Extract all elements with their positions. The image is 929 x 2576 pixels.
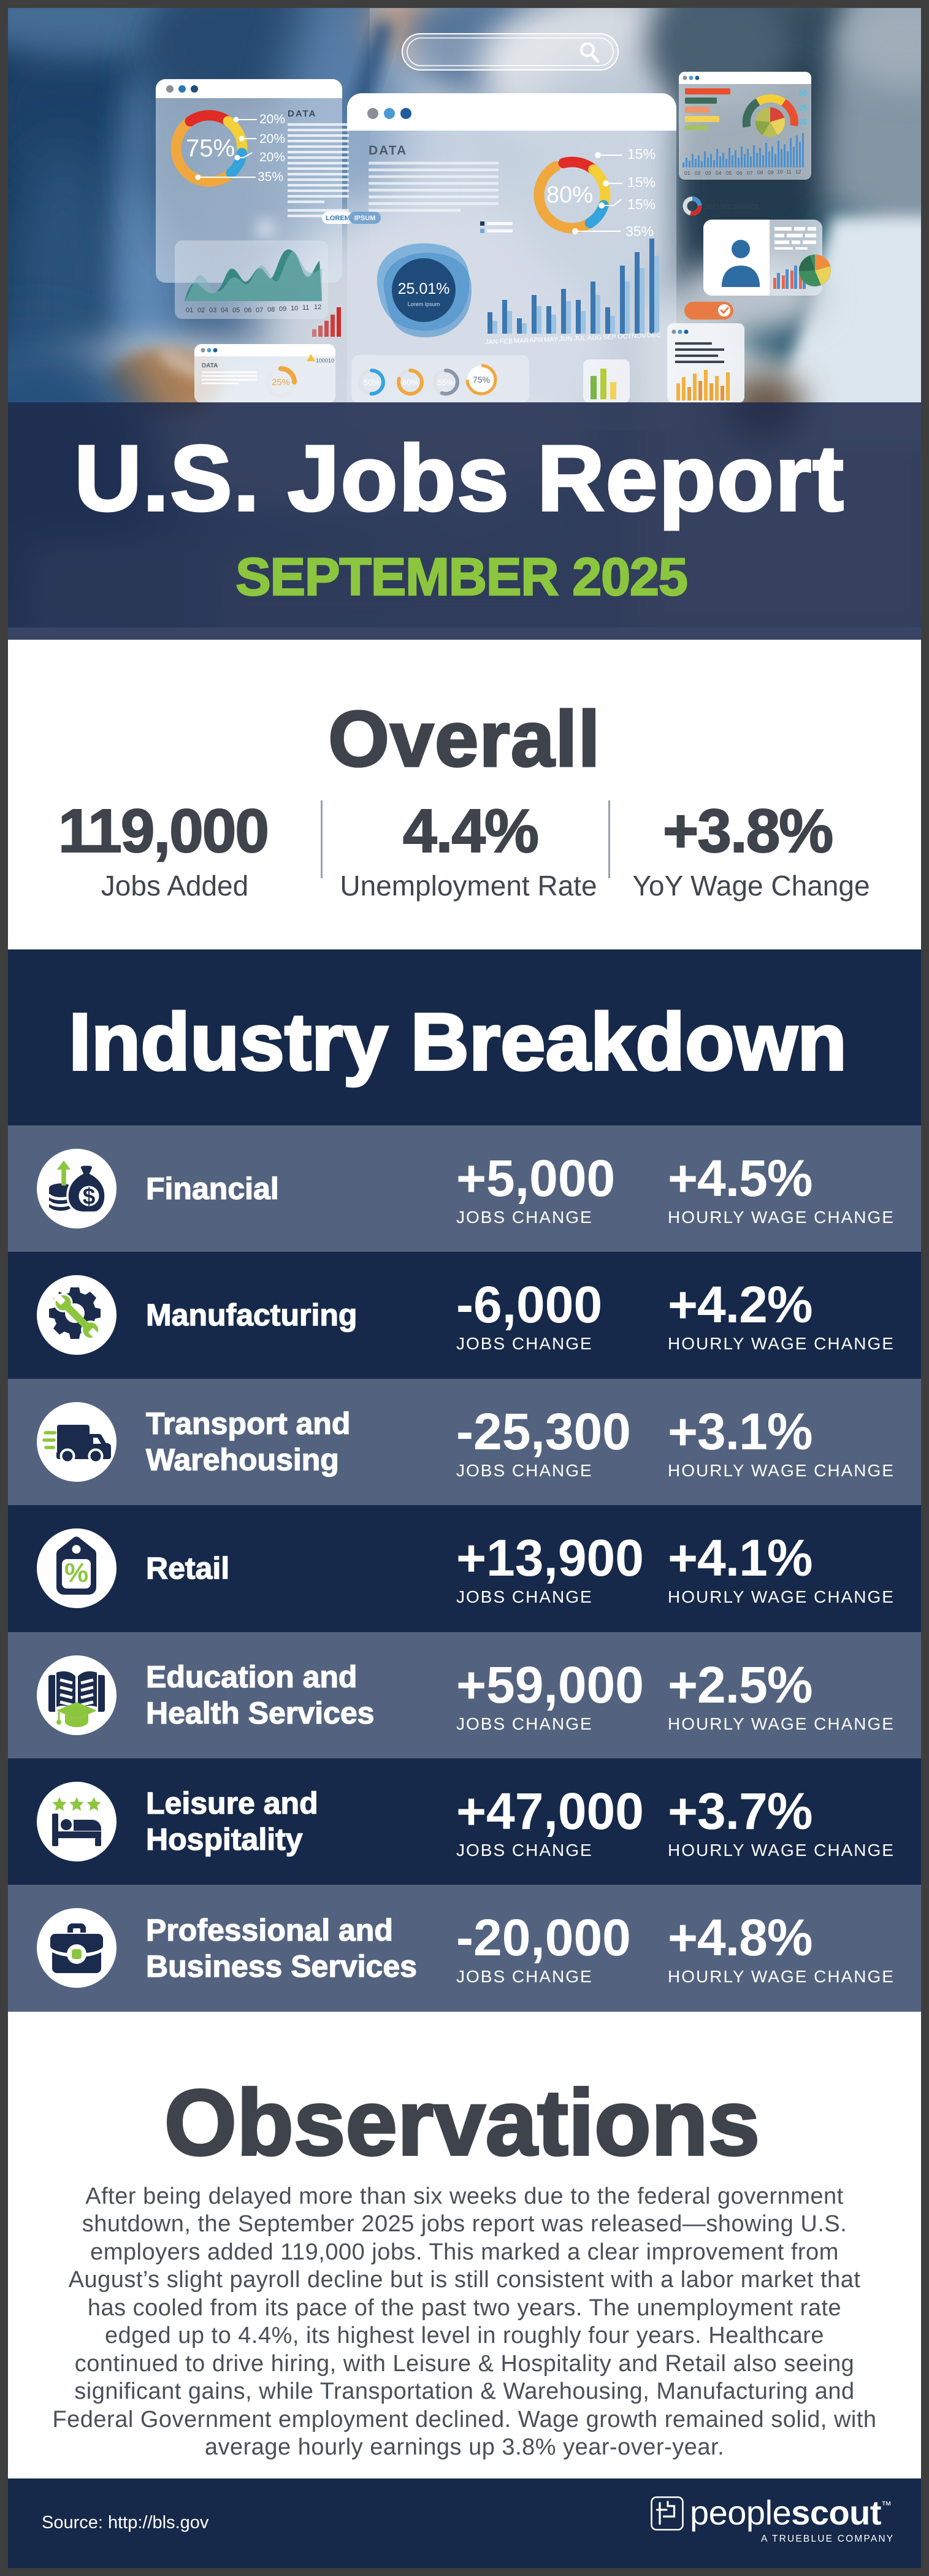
svg-text:01: 01 (186, 307, 193, 314)
svg-text:08: 08 (757, 169, 763, 175)
svg-text:JUL: JUL (574, 335, 586, 342)
svg-text:06: 06 (736, 170, 743, 176)
svg-text:MAR: MAR (514, 337, 529, 345)
svg-text:Lorem Ipsum: Lorem Ipsum (408, 301, 440, 307)
svg-text:02: 02 (197, 307, 205, 314)
svg-text:FEB: FEB (500, 338, 513, 345)
svg-text:80%: 80% (546, 182, 593, 208)
svg-text:10: 10 (291, 305, 298, 312)
svg-text:LOREM: LOREM (326, 215, 350, 222)
svg-text:20%: 20% (259, 150, 285, 164)
svg-text:09: 09 (768, 169, 774, 175)
svg-text:JAN: JAN (485, 339, 498, 346)
svg-text:10710837189I6871: 10710837189I6871 (706, 204, 759, 210)
svg-text:DATA: DATA (369, 144, 407, 158)
svg-text:25: 25 (799, 118, 808, 126)
svg-text:11: 11 (786, 169, 792, 175)
svg-text:JUN: JUN (559, 335, 572, 343)
svg-text:80%: 80% (402, 378, 418, 387)
svg-text:75%: 75% (186, 135, 235, 162)
svg-text:DEC: DEC (647, 332, 661, 339)
svg-text:03: 03 (705, 170, 711, 176)
svg-text:100010: 100010 (316, 358, 334, 364)
svg-text:25.01%: 25.01% (398, 280, 450, 297)
svg-text:12: 12 (314, 304, 321, 311)
svg-text:20%: 20% (259, 132, 285, 146)
svg-text:08: 08 (267, 306, 275, 313)
svg-text:IPSUM: IPSUM (354, 215, 376, 222)
svg-text:07: 07 (747, 170, 753, 176)
svg-text:DATA: DATA (288, 109, 316, 119)
svg-text:12: 12 (795, 169, 801, 175)
svg-text:OCT: OCT (617, 333, 632, 340)
svg-text:55%: 55% (438, 378, 454, 387)
svg-text:SEP: SEP (603, 334, 616, 341)
svg-text:04: 04 (716, 170, 722, 176)
svg-text:03: 03 (209, 307, 216, 314)
svg-text:10: 10 (777, 169, 783, 175)
svg-text:50%: 50% (364, 378, 380, 387)
svg-text:MAY: MAY (544, 336, 559, 343)
svg-text:35%: 35% (258, 170, 283, 184)
svg-text:APR: APR (529, 337, 543, 344)
svg-text:15%: 15% (627, 146, 656, 162)
svg-text:05: 05 (726, 170, 732, 176)
svg-text:%: % (64, 1558, 88, 1588)
svg-text:02: 02 (695, 170, 701, 176)
svg-text:25: 25 (799, 104, 808, 112)
svg-text:35%: 35% (625, 223, 654, 239)
svg-text:75%: 75% (473, 375, 490, 385)
svg-text:NOV: NOV (632, 332, 647, 340)
svg-text:11: 11 (302, 304, 309, 312)
svg-text:AUG: AUG (587, 334, 602, 342)
svg-text:15%: 15% (627, 174, 656, 190)
svg-text:07: 07 (256, 307, 263, 314)
svg-text:20%: 20% (259, 112, 285, 126)
svg-text:04: 04 (221, 307, 228, 314)
svg-text:DATA: DATA (202, 362, 218, 369)
svg-text:15%: 15% (627, 196, 656, 212)
svg-text:50: 50 (799, 89, 808, 98)
svg-text:$: $ (83, 1184, 96, 1209)
svg-text:01: 01 (684, 170, 690, 176)
svg-text:25%: 25% (272, 377, 290, 388)
svg-text:06: 06 (244, 307, 251, 314)
svg-text:09: 09 (279, 305, 286, 313)
svg-text:05: 05 (232, 307, 240, 314)
